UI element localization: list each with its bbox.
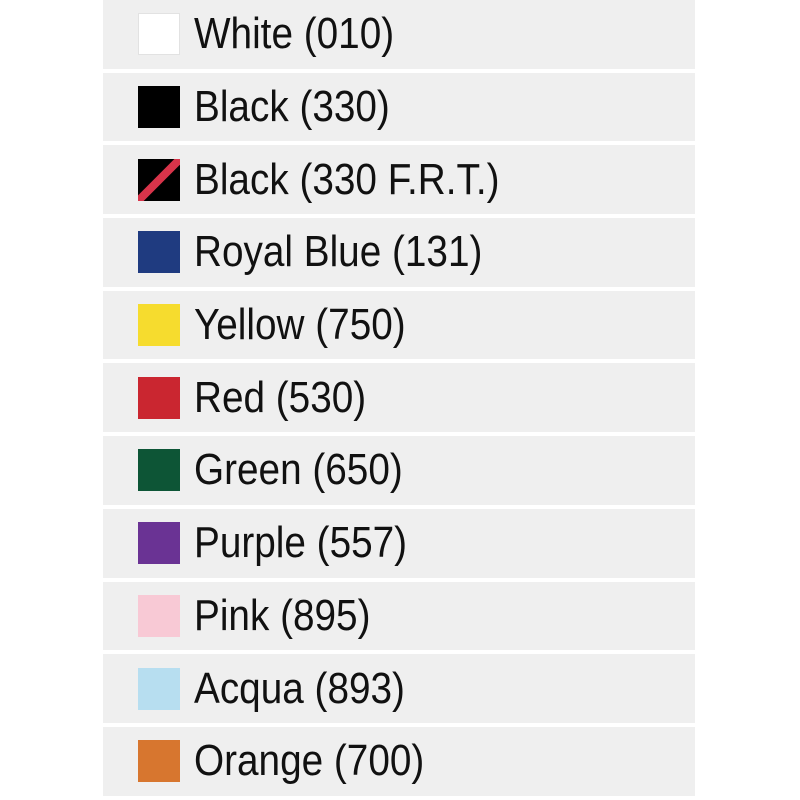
legend-row-label: White (010): [194, 9, 395, 59]
legend-row[interactable]: Orange (700): [103, 726, 695, 800]
legend-row[interactable]: Black (330 F.R.T.): [103, 145, 695, 219]
color-swatch-wrapper: [138, 667, 180, 710]
color-swatch-icon: [138, 667, 180, 710]
legend-row[interactable]: Pink (895): [103, 581, 695, 655]
color-swatch-wrapper: [138, 594, 180, 637]
color-swatch-wrapper: [138, 86, 180, 129]
legend-row[interactable]: Green (650): [103, 436, 695, 509]
legend-row-label: Green (650): [194, 445, 403, 495]
legend-row[interactable]: Red (530): [103, 363, 695, 437]
color-swatch-icon: [138, 376, 180, 419]
legend-row-label: Purple (557): [194, 518, 408, 568]
color-swatch-wrapper: [138, 304, 180, 347]
legend-row-label: Black (330): [194, 82, 390, 132]
color-swatch-icon: [138, 449, 180, 492]
legend-row-label: Black (330 F.R.T.): [194, 154, 500, 204]
color-swatch-icon: [138, 594, 180, 637]
color-swatch-icon: [138, 740, 180, 783]
legend-row[interactable]: Black (330): [103, 72, 695, 146]
color-legend-panel: White (010) Black (330) Black (330 F.R.T.)…: [103, 0, 695, 800]
color-swatch-icon: [138, 158, 180, 201]
color-swatch-wrapper: [138, 158, 180, 201]
legend-row-label: Acqua (893): [194, 663, 405, 713]
color-swatch-icon: [138, 304, 180, 347]
color-swatch-icon: [138, 13, 180, 56]
color-swatch-icon: [138, 522, 180, 565]
legend-row-label: Red (530): [194, 372, 367, 422]
legend-row[interactable]: White (010): [103, 0, 695, 73]
legend-row-label: Pink (895): [194, 590, 371, 640]
color-swatch-wrapper: [138, 231, 180, 274]
legend-row-label: Yellow (750): [194, 300, 406, 350]
color-swatch-icon: [138, 231, 180, 274]
color-swatch-wrapper: [138, 740, 180, 783]
legend-row[interactable]: Purple (557): [103, 508, 695, 582]
legend-row[interactable]: Royal Blue (131): [103, 218, 695, 291]
legend-row[interactable]: Yellow (750): [103, 290, 695, 364]
color-swatch-icon: [138, 86, 180, 129]
color-swatch-wrapper: [138, 13, 180, 56]
color-swatch-wrapper: [138, 449, 180, 492]
color-swatch-wrapper: [138, 522, 180, 565]
color-swatch-wrapper: [138, 376, 180, 419]
legend-row[interactable]: Acqua (893): [103, 654, 695, 727]
legend-row-label: Orange (700): [194, 736, 425, 786]
legend-row-label: Royal Blue (131): [194, 227, 483, 277]
